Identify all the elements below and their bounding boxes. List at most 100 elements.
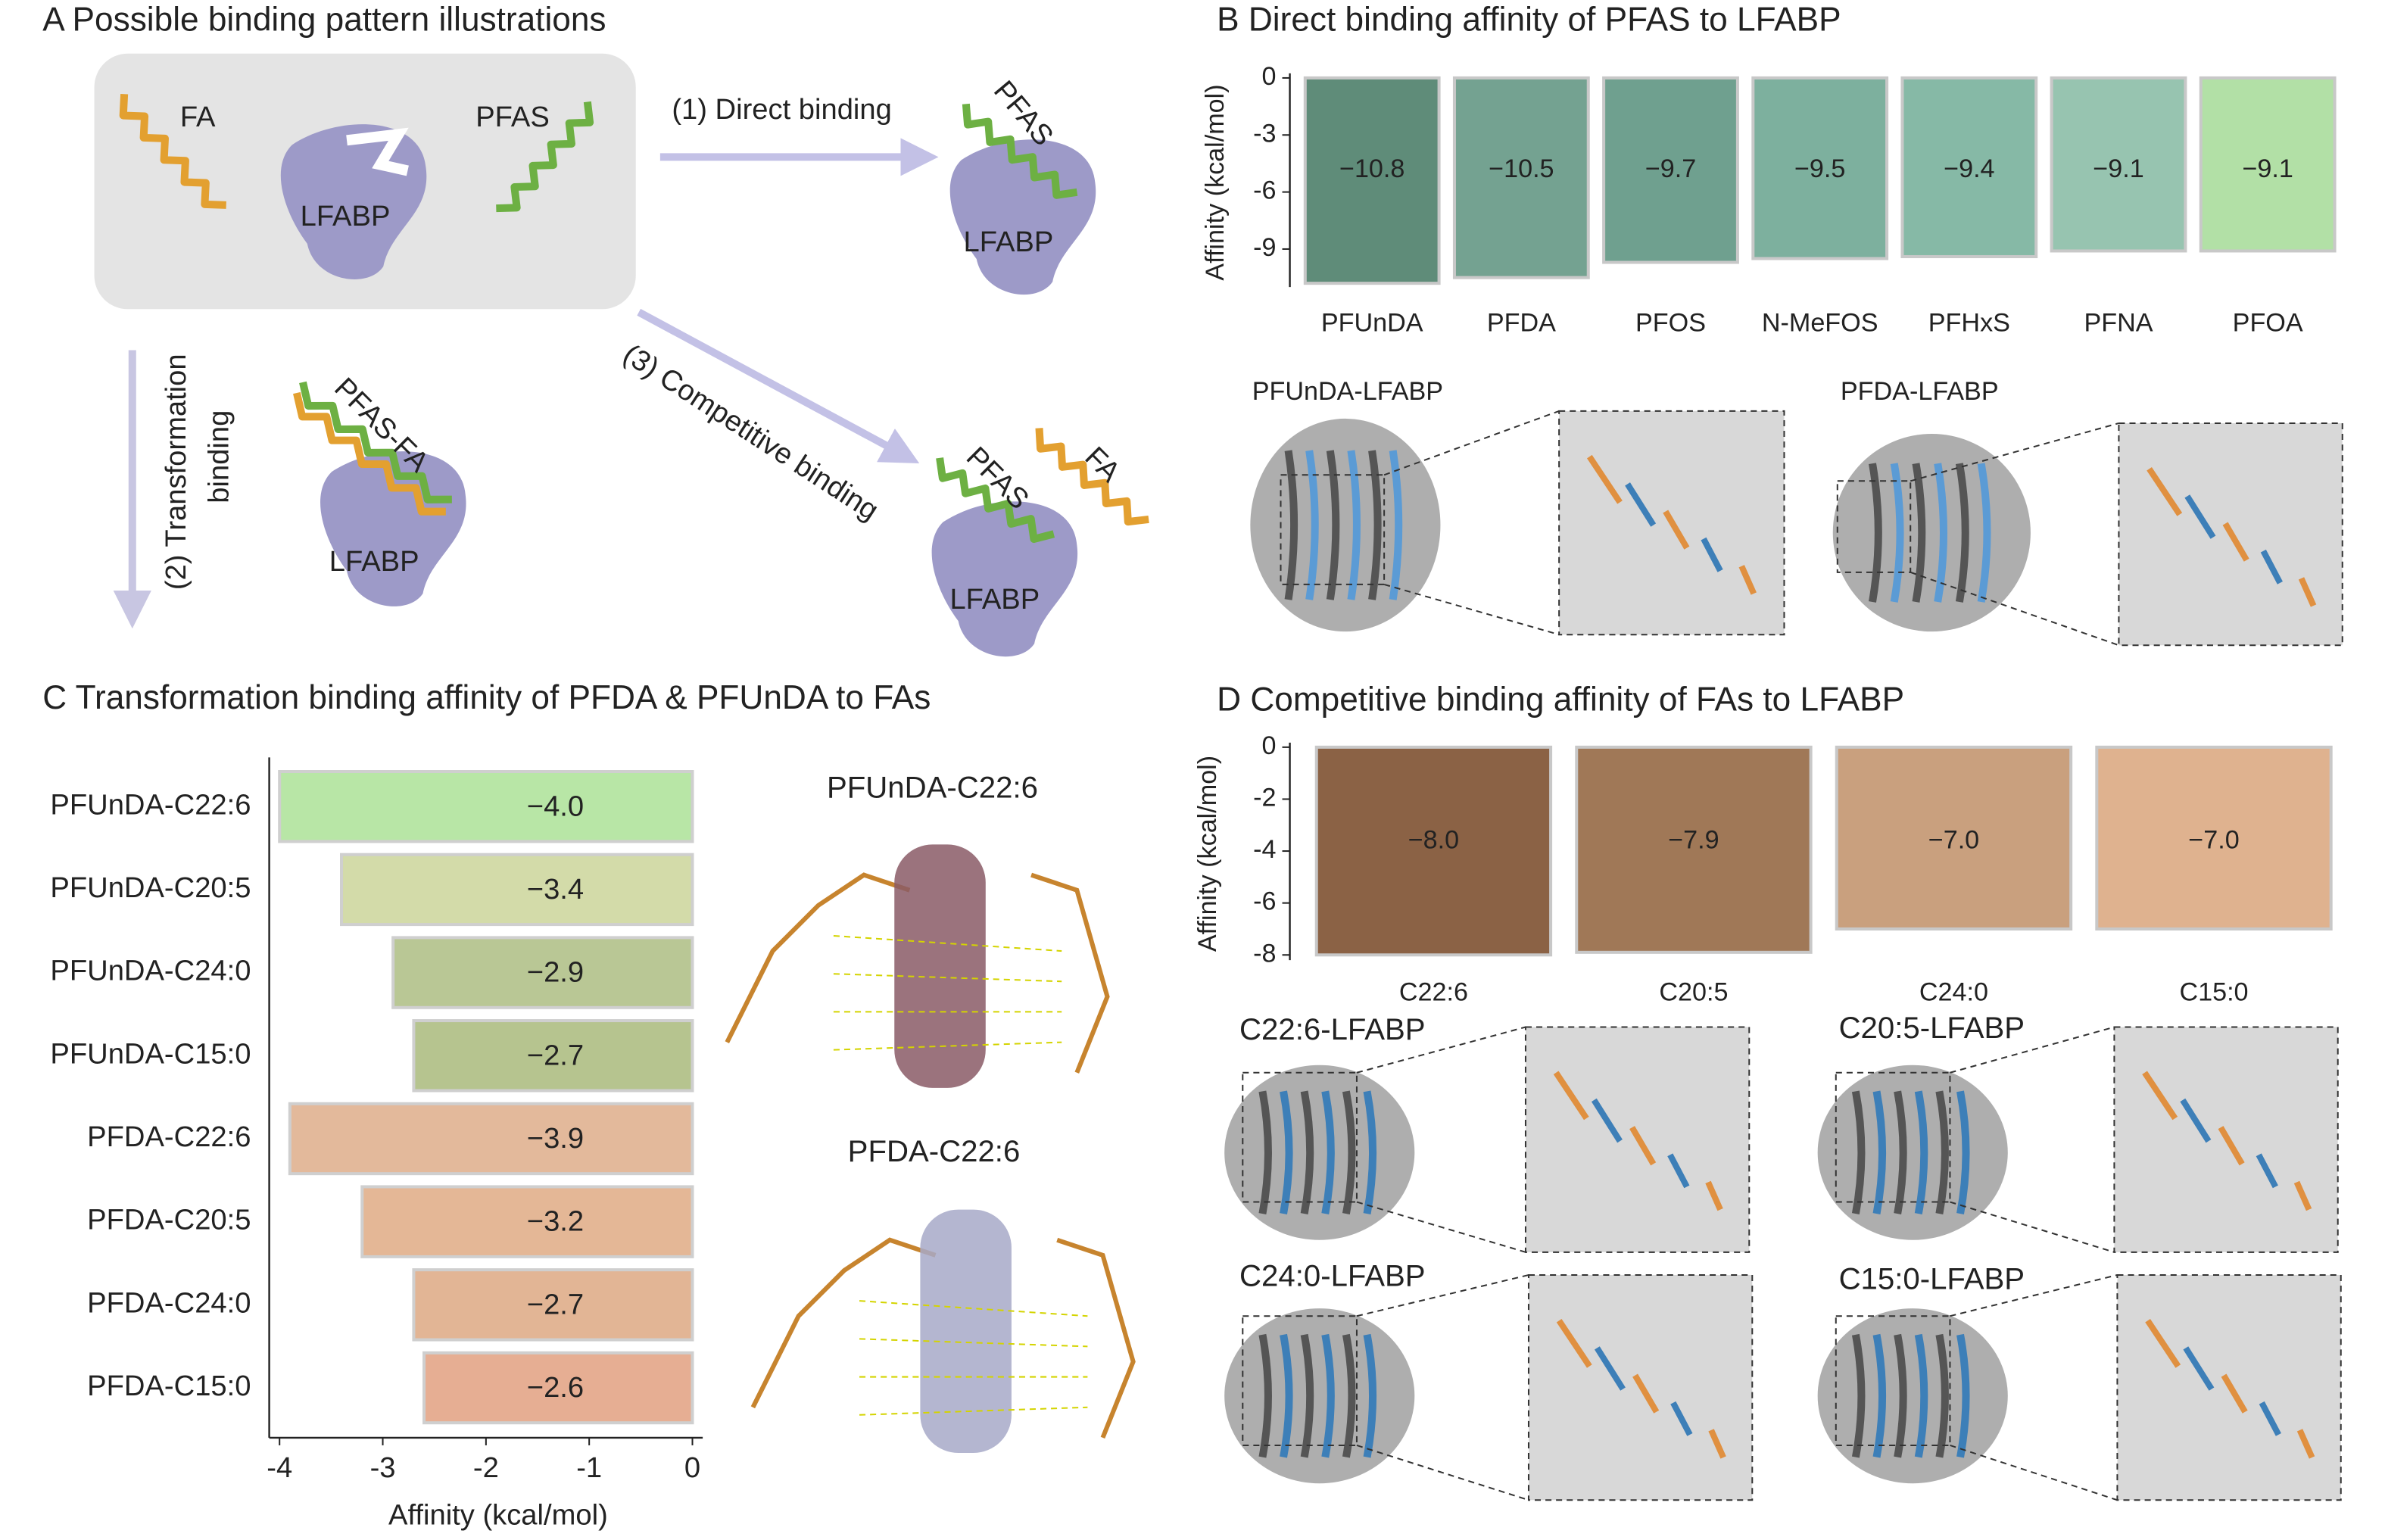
zoom-connector — [1383, 583, 1560, 636]
zoom-connector — [1356, 1445, 1529, 1501]
residue — [1701, 537, 1723, 572]
structure-label: C22:6-LFABP — [1239, 1012, 1426, 1046]
bar — [1303, 76, 1441, 285]
diagram-label: PFAS — [475, 101, 550, 133]
zoom-connector — [1950, 1026, 2115, 1074]
value-label: −2.7 — [527, 1288, 584, 1320]
x-tick-label: C15:0 — [2179, 977, 2248, 1006]
structure-label: C24:0-LFABP — [1239, 1259, 1426, 1293]
protein-structure — [1224, 1065, 1415, 1240]
zoom-connector — [1356, 1026, 1526, 1074]
x-tick-label: -1 — [576, 1451, 602, 1484]
y-tick-label: PFDA-C24:0 — [87, 1286, 251, 1319]
value-label: −3.9 — [527, 1122, 584, 1155]
structure-label: PFUnDA-LFABP — [1252, 377, 1443, 406]
beta-strand — [1935, 1333, 1949, 1458]
beta-strand — [1389, 450, 1403, 600]
zoom-connector — [1356, 1273, 1529, 1317]
zoom-source — [1836, 480, 1912, 573]
beta-strand — [1955, 463, 1969, 603]
diagram-label: LFABP — [301, 200, 391, 232]
value-label: −7.0 — [2188, 825, 2239, 854]
value-label: −7.0 — [1928, 825, 1979, 854]
residue — [1586, 454, 1623, 504]
residue — [2184, 494, 2216, 539]
beta-strand — [1326, 450, 1340, 600]
y-tick-label: PFUnDA-C15:0 — [50, 1037, 251, 1070]
beta-strand — [1342, 1333, 1356, 1458]
residue — [1632, 1373, 1660, 1414]
value-label: −9.4 — [1944, 154, 1994, 183]
fa-chain — [1035, 428, 1149, 526]
pfas-chain — [936, 457, 1055, 544]
residue — [2221, 1373, 2248, 1414]
beta-strand — [1851, 1090, 1866, 1215]
beta-strand — [1258, 1090, 1272, 1215]
beta-strand — [1342, 1090, 1356, 1215]
residue — [2222, 522, 2249, 562]
beta-strand — [1280, 1333, 1293, 1458]
beta-strand — [1977, 463, 1991, 603]
protein-structure — [1250, 418, 1441, 632]
bar — [391, 936, 694, 1009]
zoom-connector — [1356, 1201, 1526, 1253]
diagram-label: LFABP — [964, 226, 1054, 258]
x-tick-label: -2 — [473, 1451, 499, 1484]
x-axis-label: Affinity (kcal/mol) — [388, 1498, 608, 1531]
structure-label: C15:0-LFABP — [1839, 1262, 2025, 1296]
residue — [1553, 1071, 1589, 1121]
chart-title: D Competitive binding affinity of FAs to… — [1217, 681, 1904, 718]
residue — [1738, 565, 1757, 595]
y-tick-label: -9 — [1253, 233, 1276, 262]
bar — [422, 1351, 694, 1425]
x-tick-label: PFUnDA — [1321, 308, 1423, 337]
residue — [2145, 1319, 2181, 1368]
binding-pocket — [346, 127, 409, 176]
zoom-connector — [1950, 1273, 2118, 1317]
beta-strand — [1912, 463, 1926, 603]
y-tick-label: -4 — [1253, 835, 1276, 864]
beta-strand — [1321, 1090, 1335, 1215]
diagram-label: LFABP — [329, 545, 419, 578]
residue — [2180, 1098, 2212, 1143]
beta-strand — [1935, 1090, 1949, 1215]
beta-strand — [1914, 1090, 1928, 1215]
value-label: −3.2 — [527, 1205, 584, 1238]
bar — [1452, 76, 1590, 279]
y-tick-label: PFDA-C22:6 — [87, 1121, 251, 1153]
y-tick-label: PFDA-C20:5 — [87, 1204, 251, 1236]
residue — [2218, 1126, 2245, 1166]
beta-strand — [1258, 1333, 1272, 1458]
residue — [2293, 1180, 2312, 1211]
bar — [2199, 76, 2337, 253]
structure-label: PFDA-C22:6 — [848, 1134, 1021, 1168]
diagram-label: (3) Competitive binding — [617, 338, 884, 527]
diagram-label: LFABP — [949, 583, 1040, 616]
residue — [1629, 1126, 1657, 1166]
residue — [1556, 1319, 1592, 1368]
y-tick-label: PFDA-C15:0 — [87, 1370, 251, 1402]
y-tick-label: 0 — [1261, 731, 1276, 760]
value-label: −2.6 — [527, 1371, 584, 1404]
beta-strand — [1284, 450, 1298, 600]
residue — [2183, 1346, 2215, 1391]
zoom-source — [1242, 1315, 1358, 1446]
fa-chain — [293, 391, 446, 516]
x-tick-label: PFOS — [1635, 308, 1706, 337]
x-tick-label: C24:0 — [1919, 977, 1988, 1006]
bar — [1575, 745, 1813, 954]
residue — [1670, 1401, 1693, 1436]
x-tick-label: C22:6 — [1399, 977, 1468, 1006]
residue — [2256, 1153, 2278, 1189]
ligand-backbone — [1056, 1237, 1136, 1439]
y-tick-label: -8 — [1253, 939, 1276, 968]
chart-title: C Transformation binding affinity of PFD… — [42, 679, 931, 716]
x-tick-label: PFOA — [2233, 308, 2303, 337]
ligand-backbone — [750, 1237, 937, 1409]
beta-strand — [1956, 1333, 1970, 1458]
value-label: −4.0 — [527, 790, 584, 822]
beta-strand — [1321, 1333, 1335, 1458]
beta-strand — [1300, 1333, 1314, 1458]
bar — [339, 853, 694, 927]
